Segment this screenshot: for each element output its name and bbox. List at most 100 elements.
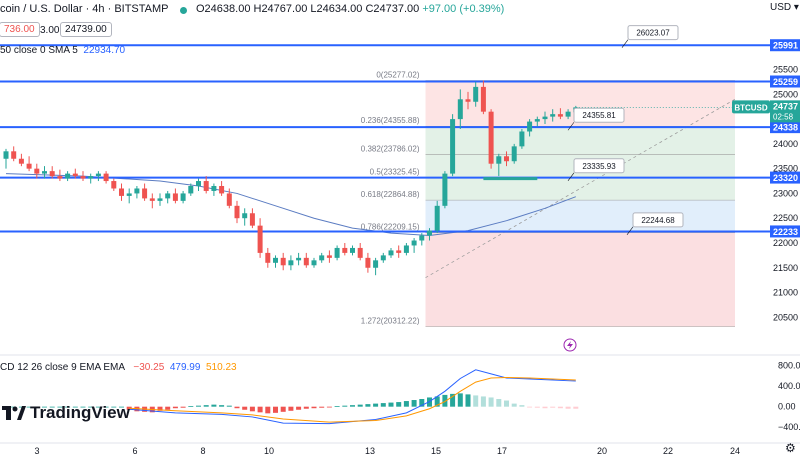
candle-body	[88, 176, 94, 179]
lightning-glyph	[567, 341, 573, 349]
candle-body	[319, 255, 325, 261]
macd-histogram-bar	[257, 406, 263, 413]
candle-body	[288, 260, 294, 266]
callout-box	[573, 107, 625, 123]
candle-body	[465, 99, 471, 102]
sma-legend[interactable]: 50 close 0 SMA 5 22934.70	[0, 45, 125, 56]
macd-histogram-bar	[211, 404, 217, 407]
fib-level-label: 0.5(23325.45)	[370, 167, 420, 176]
candle-body	[565, 111, 571, 117]
candle-body	[11, 151, 17, 159]
macd-histogram-bar	[373, 403, 379, 407]
sma-label: 50 close 0 SMA 5	[0, 45, 78, 56]
symbol-tag-label: BTCUSD	[734, 103, 768, 112]
macd-histogram-bar	[26, 406, 32, 408]
level-axis-tag	[770, 121, 800, 134]
macd-histogram-bar	[188, 406, 194, 407]
macd-histogram-bar	[411, 400, 417, 407]
candle-body	[534, 119, 540, 122]
fib-zone-low	[425, 200, 735, 233]
status-dot-icon	[180, 7, 187, 14]
time-tick-label: 13	[365, 446, 375, 456]
currency-selector[interactable]: USD ▾	[770, 2, 799, 13]
candle-body	[303, 257, 309, 266]
settings-gear-icon[interactable]: ⚙	[785, 441, 796, 455]
fib-level-label: 0.786(22209.15)	[361, 223, 420, 232]
candle-body	[103, 173, 109, 182]
macd-histogram-bar	[357, 404, 363, 407]
macd-histogram-bar	[504, 400, 509, 407]
macd-histogram-bar	[219, 405, 225, 407]
candle-body	[203, 181, 209, 191]
time-tick-label: 24	[730, 446, 740, 456]
candle-body	[296, 257, 302, 261]
candle-body	[380, 255, 386, 261]
time-tick-label: 6	[132, 446, 137, 456]
candle-body	[557, 114, 563, 117]
candle-body	[350, 247, 355, 253]
price-tick-label: 21500	[773, 263, 798, 273]
candle-body	[249, 213, 255, 226]
macd-value-3: 510.23	[206, 362, 237, 373]
candle-body	[403, 245, 409, 253]
candle-body	[265, 252, 271, 263]
ohlc-low: L24634.00	[310, 3, 363, 15]
callout-leader	[567, 172, 575, 181]
candle-body	[326, 255, 332, 258]
macd-histogram-bar	[242, 406, 248, 410]
macd-histogram-bar	[473, 395, 479, 407]
macd-histogram-bar	[226, 405, 232, 407]
candle-body	[157, 198, 163, 201]
buy-button[interactable]: 24739.00	[60, 22, 112, 37]
candle-body	[126, 193, 132, 196]
candle-body	[65, 173, 71, 179]
ohlc-high: H24767.00	[253, 3, 308, 15]
candle-body	[119, 188, 124, 196]
macd-histogram-bar	[288, 406, 294, 411]
macd-histogram-bar	[527, 406, 533, 408]
level-axis-label: 22233	[773, 227, 798, 237]
macd-histogram-bar	[480, 396, 486, 407]
macd-histogram-bar	[172, 406, 178, 409]
price-tag	[770, 100, 800, 123]
time-tick-label: 17	[497, 446, 507, 456]
candle-body	[273, 257, 278, 263]
macd-histogram-bar	[519, 405, 525, 407]
macd-histogram-bar	[342, 405, 348, 407]
macd-legend[interactable]: CD 12 26 close 9 EMA EMA −30.25 479.99 5…	[0, 362, 237, 373]
macd-histogram-bar	[311, 406, 317, 409]
macd-signal-line	[129, 376, 576, 423]
macd-histogram-bar	[488, 397, 494, 407]
callout-box	[632, 212, 684, 228]
sell-button[interactable]: 736.00	[0, 22, 40, 37]
candle-body	[72, 173, 78, 177]
candle-body	[411, 240, 417, 246]
macd-histogram-bar	[34, 406, 40, 408]
macd-tick-label: 800.00	[778, 361, 800, 371]
candle-body	[280, 257, 286, 266]
macd-histogram-bar	[496, 399, 502, 407]
macd-histogram-bar	[273, 406, 278, 413]
level-axis-tag	[770, 39, 800, 52]
candle-body	[3, 151, 9, 159]
macd-histogram-bar	[103, 406, 109, 408]
candle-body	[357, 247, 363, 258]
macd-histogram-bar	[550, 406, 556, 408]
price-tag-value: 24737	[773, 101, 798, 111]
macd-histogram-bar	[196, 405, 201, 407]
candle-body	[188, 186, 194, 194]
candle-body	[219, 186, 225, 194]
currency-label: USD	[770, 2, 792, 13]
macd-histogram-bar	[465, 394, 471, 407]
macd-tick-label: 0.00	[778, 402, 796, 412]
macd-histogram-bar	[442, 394, 448, 407]
macd-histogram-bar	[57, 406, 63, 408]
candle-body	[172, 193, 178, 201]
candle-body	[149, 198, 155, 201]
sma-line	[5, 173, 576, 237]
time-tick-label: 8	[200, 446, 205, 456]
macd-panel	[3, 369, 579, 425]
macd-histogram-bar	[88, 406, 94, 408]
macd-value-1: −30.25	[133, 362, 165, 373]
